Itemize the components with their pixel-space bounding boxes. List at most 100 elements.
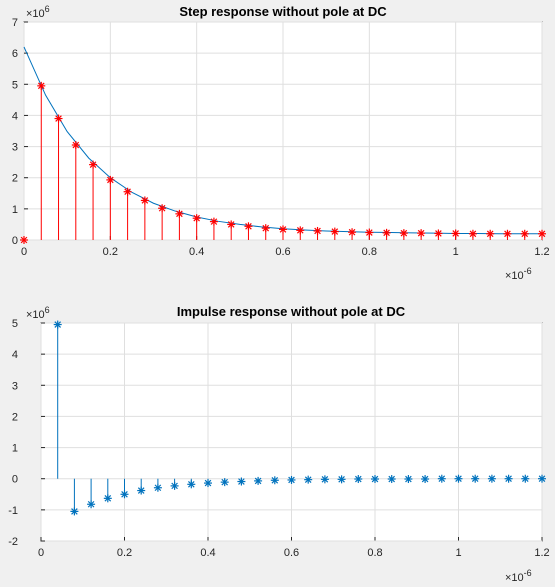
y-tick-label: 1 <box>12 443 18 455</box>
stem-marker <box>520 229 529 238</box>
stem-marker <box>71 141 80 150</box>
stem-marker-stroke <box>107 176 114 184</box>
stem-marker <box>244 222 253 231</box>
stem-marker-stroke <box>521 230 529 238</box>
stem-marker <box>454 474 463 483</box>
stem-marker-stroke <box>54 321 62 328</box>
stem-marker-stroke <box>89 161 97 168</box>
stem-marker <box>204 479 212 488</box>
x-tick-label: 1 <box>455 547 461 559</box>
stem-marker <box>486 229 495 238</box>
stem-marker-stroke <box>210 218 218 225</box>
stem-marker-stroke <box>417 229 425 237</box>
stem-marker-stroke <box>314 227 321 235</box>
stem-marker <box>387 475 396 484</box>
tick-labels-1: 0 0.2 0.4 0.6 0.8 1 1.2 0 1 2 3 4 5 6 7 <box>12 17 550 258</box>
stem-marker-stroke <box>521 475 529 483</box>
stem-marker-stroke <box>452 230 459 237</box>
stem-marker-stroke <box>455 475 462 483</box>
y-tick-label: 0 <box>12 235 18 247</box>
stem-marker-stroke <box>304 476 312 483</box>
stem-marker <box>451 229 460 238</box>
stem-marker <box>187 480 196 489</box>
stem-marker <box>471 474 480 483</box>
stem-marker-stroke <box>486 230 494 238</box>
stem-marker <box>254 476 263 485</box>
stem-marker <box>365 228 374 237</box>
stem-marker-stroke <box>271 476 279 484</box>
stem-marker-stroke <box>538 475 546 483</box>
x-tick-label: 0.6 <box>284 547 299 559</box>
y-tick-label: 5 <box>12 318 18 330</box>
y-tick-label: 3 <box>12 380 18 392</box>
stem-marker <box>70 507 79 516</box>
stem-marker <box>279 225 287 234</box>
stem-marker <box>421 475 430 484</box>
stem-marker <box>287 475 296 484</box>
y-tick-label: 2 <box>12 411 18 423</box>
x-exponent-1: ×10-6 <box>505 266 532 282</box>
stem-marker <box>261 224 270 233</box>
y-tick-label: 4 <box>12 349 18 361</box>
x-tick-label: 0.4 <box>189 246 204 258</box>
stem-marker <box>337 475 346 484</box>
stem-marker <box>320 475 329 484</box>
y-exponent-1: ×106 <box>26 4 50 20</box>
y-tick-label: 4 <box>12 110 18 122</box>
stem-marker <box>434 229 443 238</box>
stem-marker-stroke <box>158 204 166 212</box>
stem-marker <box>87 500 96 509</box>
stem-marker <box>37 81 46 90</box>
stem-marker-stroke <box>245 222 252 230</box>
tick-labels-2: 0 0.2 0.4 0.6 0.8 1 1.2 -2 -1 0 1 2 3 4 5 <box>8 318 549 559</box>
stem-marker-stroke <box>262 224 270 232</box>
impulse-response-plot: 0 0.2 0.4 0.6 0.8 1 1.2 -2 -1 0 1 2 3 4 5 Impulse resp… <box>8 304 549 584</box>
stem-marker <box>399 229 408 238</box>
stem-marker-stroke <box>254 477 262 485</box>
stem-marker-stroke <box>176 210 183 218</box>
chart-title-2: Impulse response without pole at DC <box>177 304 406 319</box>
stem-marker-stroke <box>137 487 145 494</box>
stem-marker-stroke <box>348 228 356 236</box>
stem-marker-stroke <box>435 230 442 237</box>
stem-marker-stroke <box>538 230 546 238</box>
stem-marker <box>538 229 546 238</box>
x-tick-label: 0 <box>38 547 44 559</box>
stem-marker <box>296 226 305 235</box>
stem-marker <box>120 490 129 499</box>
stem-marker-stroke <box>71 508 78 515</box>
y-tick-label: 7 <box>12 17 18 29</box>
stem-marker-stroke <box>338 476 345 483</box>
stem-marker-stroke <box>371 475 379 483</box>
stem-marker-stroke <box>504 230 511 238</box>
stem-marker <box>468 229 477 238</box>
stem-marker-stroke <box>400 229 408 237</box>
y-tick-label: 3 <box>12 142 18 154</box>
stem-marker-stroke <box>104 495 112 502</box>
stem-marker <box>158 204 167 213</box>
stem-marker <box>487 474 496 483</box>
stem-marker <box>538 474 546 483</box>
stem-marker <box>123 187 132 196</box>
y-tick-label: -1 <box>8 505 18 517</box>
x-tick-label: 0.8 <box>367 547 382 559</box>
stem-marker <box>209 217 218 226</box>
stem-marker-stroke <box>20 236 28 244</box>
stem-marker <box>53 320 62 329</box>
stem-marker-stroke <box>383 229 390 237</box>
stem-marker <box>382 228 391 237</box>
stem-marker-stroke <box>331 228 339 235</box>
stem-marker-stroke <box>227 221 235 228</box>
stem-marker <box>220 478 229 487</box>
stem-marker <box>313 226 322 235</box>
x-tick-label: 1.2 <box>534 246 549 258</box>
stem-marker-stroke <box>488 475 496 483</box>
stem-marker-stroke <box>238 478 245 485</box>
stem-marker <box>404 475 413 484</box>
stem-marker-stroke <box>72 141 80 149</box>
y-tick-label: 6 <box>12 48 18 60</box>
grid-1 <box>23 21 543 241</box>
stem-marker <box>371 475 379 484</box>
stem-marker <box>304 475 313 484</box>
